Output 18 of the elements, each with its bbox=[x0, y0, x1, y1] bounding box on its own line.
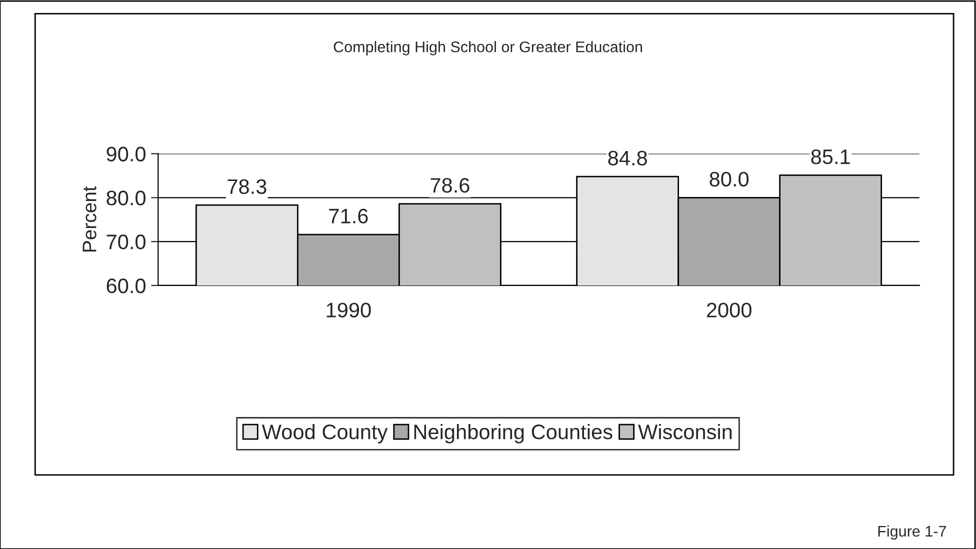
legend-label: Wood County bbox=[262, 424, 388, 444]
y-tick-label: 80.0 bbox=[106, 190, 146, 206]
caption: Figure 1-7 bbox=[878, 525, 946, 540]
data-label: 71.6 bbox=[329, 208, 368, 224]
legend-label: Wisconsin bbox=[638, 424, 732, 440]
y-tick-label: 90.0 bbox=[106, 146, 146, 162]
legend-label: Neighboring Counties bbox=[414, 424, 612, 444]
data-label: 78.3 bbox=[228, 179, 266, 194]
chart-title: Completing High School or Greater Education bbox=[334, 41, 642, 56]
y-tick-label: 60.0 bbox=[106, 278, 146, 294]
data-label: 78.6 bbox=[430, 178, 470, 193]
data-label: 85.1 bbox=[811, 149, 850, 164]
data-label: 80.0 bbox=[710, 172, 749, 187]
data-label: 84.8 bbox=[608, 150, 647, 166]
y-tick-label: 70.0 bbox=[106, 234, 146, 250]
y-axis-title: Percent bbox=[82, 186, 96, 252]
x-tick-label: 1990 bbox=[326, 302, 371, 318]
x-tick-label: 2000 bbox=[706, 302, 752, 318]
